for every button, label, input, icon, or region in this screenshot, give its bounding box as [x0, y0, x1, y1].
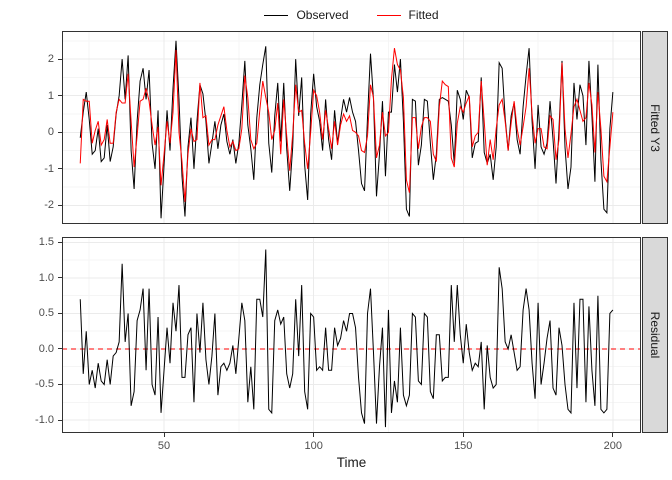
fitted-y3-panel	[62, 31, 641, 224]
y-axis-tick-label: 2	[47, 53, 54, 66]
panel-border	[62, 237, 641, 433]
y-axis-tick-label: 0.0	[38, 342, 54, 355]
observed-line-key	[264, 14, 289, 16]
legend-item-fitted: Fitted	[376, 8, 439, 22]
y-axis-tick	[58, 58, 62, 60]
y-axis-tick-label: 1	[47, 89, 54, 102]
series-line-observed	[79, 40, 614, 219]
x-axis-tick-label: 200	[603, 440, 623, 452]
x-axis-tick	[163, 433, 165, 437]
y-axis-tick-label: -1.0	[35, 414, 54, 426]
y-axis-tick	[58, 277, 62, 279]
facet-strip-label: Fitted Y3	[648, 103, 662, 152]
legend-item-observed: Observed	[264, 8, 349, 22]
x-axis-tick-label: 50	[157, 440, 171, 452]
x-axis-tick-label: 150	[454, 440, 473, 452]
panel-border	[62, 31, 641, 224]
facet-strip-residual: Residual	[642, 237, 668, 433]
y-axis-tick	[58, 312, 62, 314]
y-axis-tick	[58, 131, 62, 133]
series-line-residual	[79, 249, 614, 428]
y-axis-tick-label: 0.5	[38, 307, 54, 320]
facet-strip-fitted-y3: Fitted Y3	[642, 31, 668, 224]
y-axis-tick	[58, 383, 62, 385]
y-axis-tick-label: -2	[44, 199, 54, 212]
y-axis-tick	[58, 168, 62, 170]
legend-label-fitted: Fitted	[408, 8, 439, 22]
legend-label-observed: Observed	[296, 8, 349, 22]
fitted-line-key	[376, 14, 401, 16]
y-axis-tick-label: 1.5	[38, 236, 54, 249]
y-axis-tick-label: 1.0	[38, 271, 54, 284]
facet-strip-label: Residual	[648, 311, 662, 359]
y-axis-tick	[58, 348, 62, 350]
x-axis-title: Time	[336, 455, 367, 470]
x-axis-tick-label: 100	[304, 440, 323, 452]
series-line-fitted	[79, 48, 614, 202]
y-axis-tick-label: 0	[47, 126, 54, 139]
y-axis-tick-label: -1	[44, 162, 54, 175]
y-axis-tick	[58, 419, 62, 421]
legend: Observed Fitted	[62, 6, 641, 24]
y-axis-tick	[58, 95, 62, 97]
y-axis-tick	[58, 204, 62, 206]
x-axis-tick	[612, 433, 614, 437]
x-axis-tick	[313, 433, 315, 437]
y-axis-tick	[58, 241, 62, 243]
y-axis-tick-label: -0.5	[35, 378, 54, 391]
residual-panel	[62, 237, 641, 433]
x-axis-tick	[462, 433, 464, 437]
